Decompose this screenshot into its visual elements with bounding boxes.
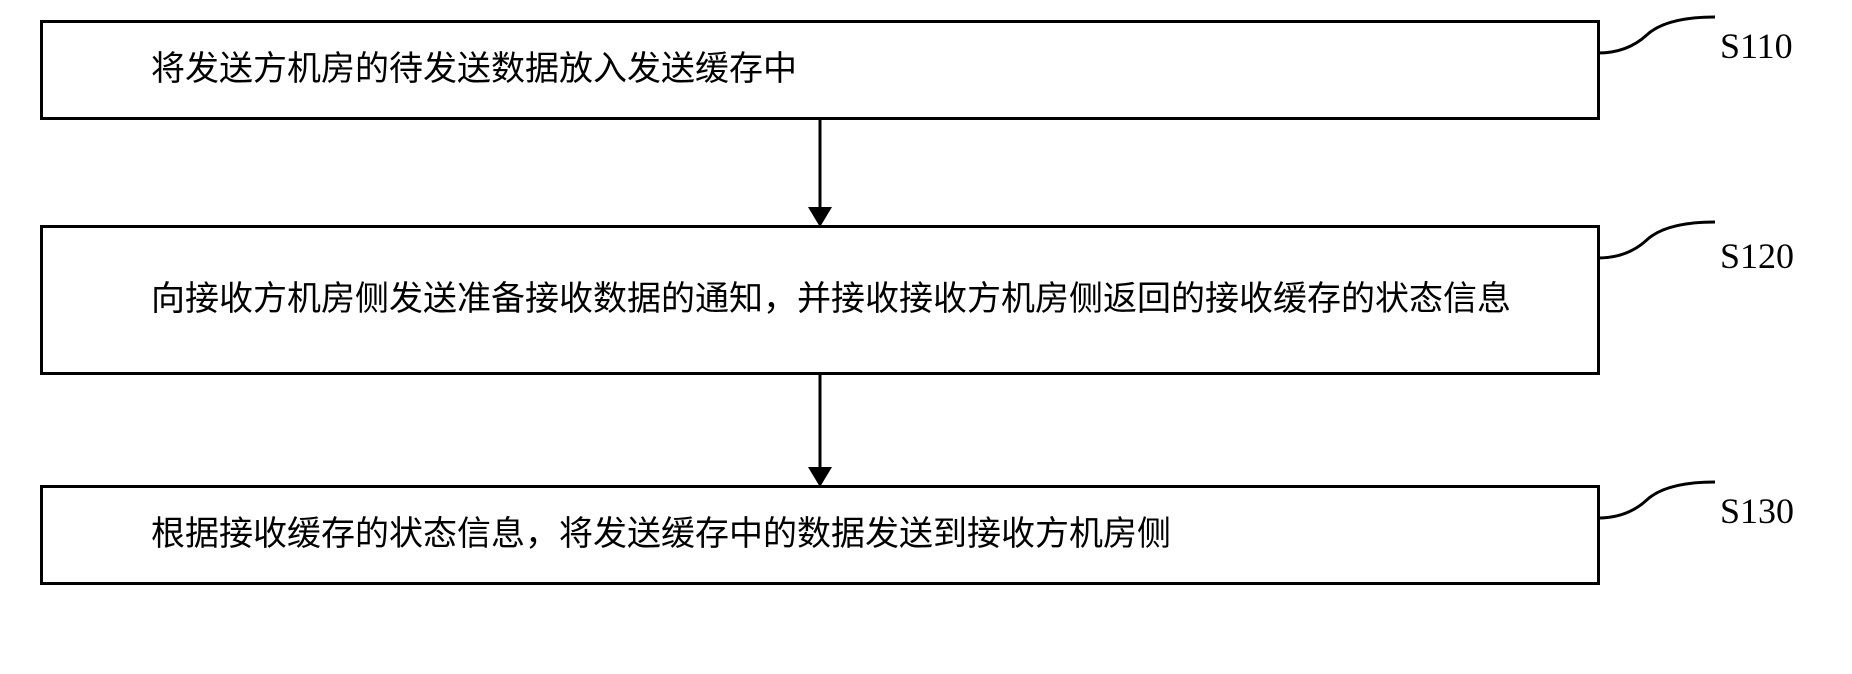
flowchart-node-3: 根据接收缓存的状态信息，将发送缓存中的数据发送到接收方机房侧 [40, 485, 1600, 585]
arrow-head-icon [808, 467, 832, 487]
flowchart-node-1: 将发送方机房的待发送数据放入发送缓存中 [40, 20, 1600, 120]
step-text: 将发送方机房的待发送数据放入发送缓存中 [83, 43, 797, 97]
arrow-head-icon [808, 207, 832, 227]
flowchart-edge-2 [819, 375, 822, 467]
step-text: 向接收方机房侧发送准备接收数据的通知，并接收接收方机房侧返回的接收缓存的状态信息 [83, 273, 1511, 327]
step-label-3: S130 [1720, 490, 1794, 532]
callout-curve-1 [1598, 15, 1715, 55]
callout-curve-2 [1598, 220, 1715, 260]
flowchart-node-2: 向接收方机房侧发送准备接收数据的通知，并接收接收方机房侧返回的接收缓存的状态信息 [40, 225, 1600, 375]
step-text: 根据接收缓存的状态信息，将发送缓存中的数据发送到接收方机房侧 [83, 508, 1171, 562]
step-label-1: S110 [1720, 25, 1793, 67]
callout-curve-3 [1598, 480, 1715, 520]
flowchart-edge-1 [819, 120, 822, 207]
step-label-2: S120 [1720, 235, 1794, 277]
